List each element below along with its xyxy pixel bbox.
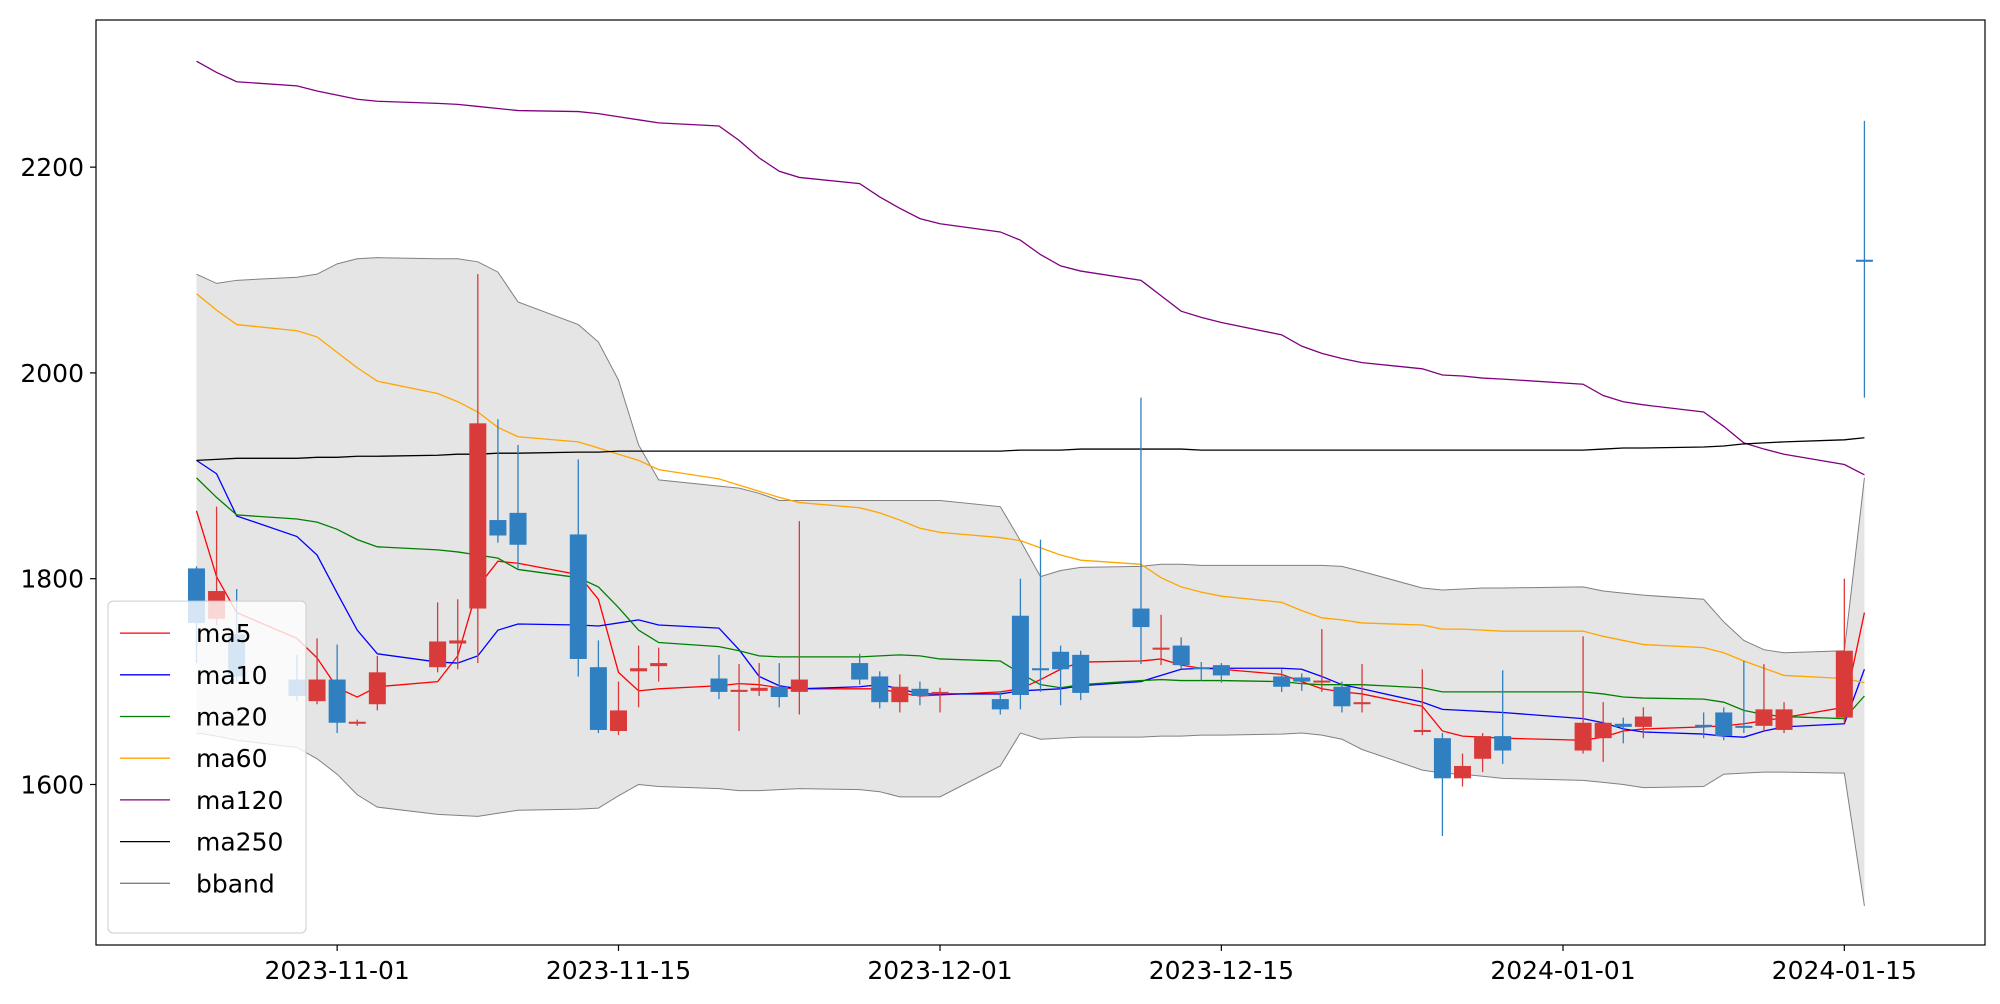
candle-body	[1413, 729, 1431, 733]
candle-body	[1152, 647, 1170, 650]
candle-body	[1011, 615, 1029, 695]
x-tick-label: 2023-11-01	[265, 956, 410, 985]
candle-body	[509, 512, 527, 545]
legend-label: ma20	[196, 703, 267, 732]
candle-body	[1293, 677, 1311, 682]
candle-body	[1755, 709, 1773, 726]
candle-body	[851, 663, 869, 680]
candle-body	[429, 641, 447, 668]
legend-label: ma120	[196, 786, 283, 815]
candle-body	[1052, 651, 1070, 670]
candle-body	[328, 679, 346, 723]
candle-body	[1132, 608, 1150, 628]
candle-body	[1715, 712, 1733, 737]
candle-body	[1614, 723, 1632, 727]
candle-body	[1454, 765, 1472, 779]
plot-frame	[95, 19, 1986, 946]
ma-line	[196, 293, 1865, 684]
candle-body	[1333, 686, 1351, 707]
candle-body	[489, 520, 507, 536]
legend-label: ma5	[196, 619, 252, 648]
candle-body	[991, 699, 1009, 710]
x-tick-label: 2024-01-01	[1490, 956, 1635, 985]
candle-body	[1775, 709, 1793, 730]
candle-body	[1192, 667, 1210, 670]
x-tick-label: 2023-12-15	[1149, 956, 1294, 985]
legend-box	[107, 600, 307, 934]
candle-body	[308, 679, 326, 702]
candle-body	[1433, 738, 1451, 779]
candle-body	[348, 721, 366, 724]
candle-body	[609, 710, 627, 731]
legend-label: ma250	[196, 828, 283, 857]
candle-body	[891, 686, 909, 703]
band-edge	[196, 732, 1865, 906]
candle-body	[368, 672, 386, 705]
ma-line	[196, 60, 1865, 476]
candle-body	[871, 676, 889, 703]
candle-body	[1072, 654, 1090, 693]
candle-body	[710, 678, 728, 692]
candle-body	[589, 667, 607, 730]
candle-body	[1212, 665, 1230, 676]
candle-body	[1735, 725, 1753, 728]
candle-body	[469, 423, 487, 609]
candle-body	[1835, 650, 1853, 718]
candle-body	[1353, 702, 1371, 705]
legend-label: ma10	[196, 661, 267, 690]
candle-body	[931, 691, 949, 694]
candle-body	[730, 689, 748, 692]
candle-body	[911, 688, 929, 697]
y-tick-label: 2200	[20, 153, 84, 182]
candle-body	[1032, 668, 1049, 671]
candle-body	[1695, 724, 1713, 727]
candle-body	[1273, 676, 1291, 687]
x-tick-label: 2023-11-15	[546, 956, 691, 985]
candle-body	[650, 663, 668, 667]
legend-label: bband	[196, 869, 275, 898]
candle-body	[1474, 736, 1492, 759]
candle-body	[1574, 722, 1592, 751]
candle-body	[1313, 680, 1331, 683]
candle-body	[1634, 716, 1652, 727]
candle-body	[790, 679, 808, 692]
y-tick-label: 1800	[20, 565, 84, 594]
legend: ma5 ma10 ma20 ma60 ma120 ma250 bband	[107, 600, 307, 934]
candle-body	[569, 534, 587, 659]
y-tick-label: 2000	[20, 359, 84, 388]
candle-body	[1494, 736, 1512, 751]
candle-body	[770, 686, 788, 698]
legend-label: ma60	[196, 744, 267, 773]
candle-body	[449, 640, 467, 644]
candle-body	[750, 687, 768, 691]
candle-body	[1855, 259, 1873, 262]
candle-body	[1594, 722, 1612, 739]
candle-body	[630, 668, 648, 672]
candle-body	[1172, 645, 1190, 666]
y-tick-label: 1600	[20, 770, 84, 799]
x-tick-label: 2024-01-15	[1772, 956, 1917, 985]
band-fill	[196, 257, 1865, 906]
x-tick-label: 2023-12-01	[867, 956, 1012, 985]
